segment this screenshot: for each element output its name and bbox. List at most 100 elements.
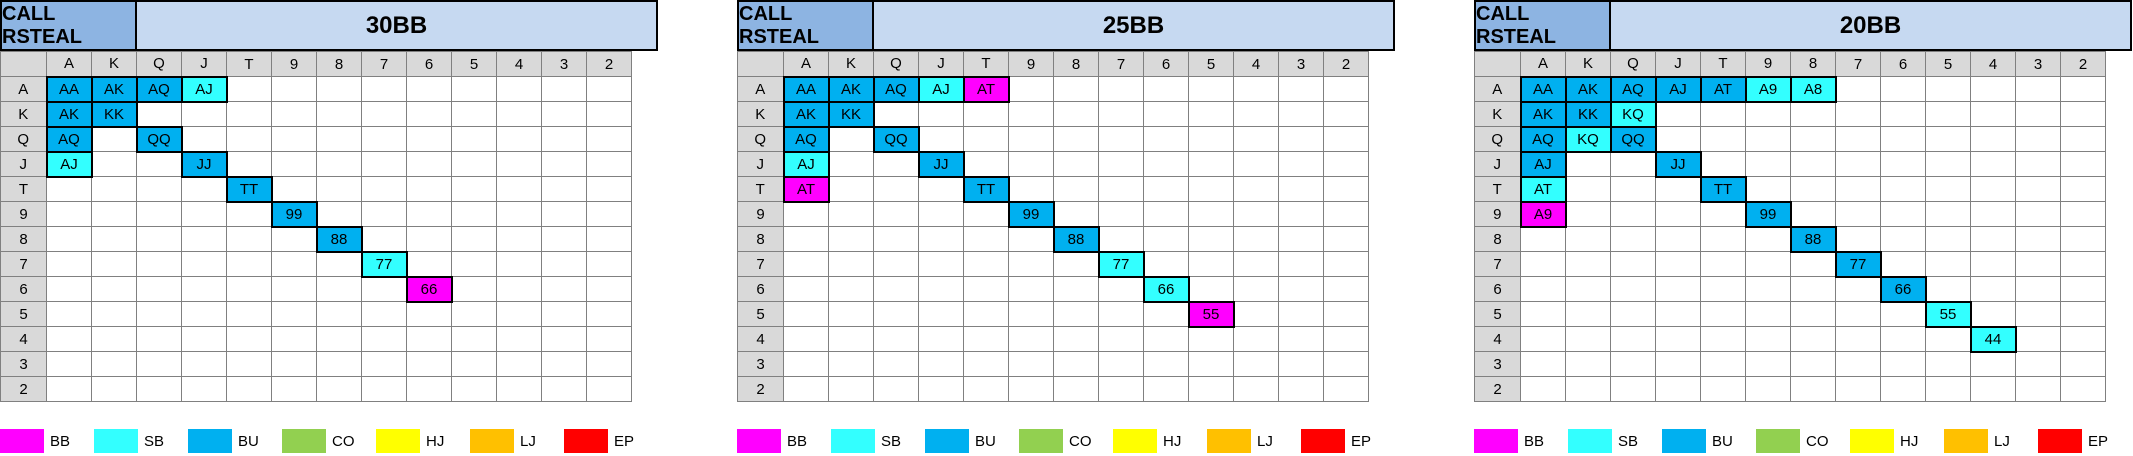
- empty-cell: [361, 151, 407, 177]
- empty-cell: [91, 276, 137, 302]
- empty-cell: [271, 301, 317, 327]
- empty-cell: [91, 251, 137, 277]
- empty-cell: [46, 276, 92, 302]
- empty-cell: [226, 301, 272, 327]
- empty-cell: [1700, 376, 1746, 402]
- empty-cell: [1565, 176, 1611, 202]
- empty-cell: [1053, 351, 1099, 377]
- hand-cell: KQ: [1609, 100, 1657, 128]
- empty-cell: [1880, 326, 1926, 352]
- empty-cell: [1520, 326, 1566, 352]
- empty-cell: [1655, 226, 1701, 252]
- empty-cell: [783, 251, 829, 277]
- hand-cell: AK: [1564, 75, 1612, 103]
- empty-cell: [1925, 351, 1971, 377]
- empty-cell: [316, 276, 362, 302]
- empty-cell: [1970, 251, 2016, 277]
- legend-swatch: [831, 429, 875, 453]
- empty-cell: [406, 251, 452, 277]
- legend-item-bb: BB: [737, 428, 807, 454]
- empty-cell: [586, 376, 632, 402]
- empty-cell: [91, 151, 137, 177]
- empty-cell: [496, 251, 542, 277]
- hand-cell: 66: [1879, 275, 1927, 303]
- empty-cell: [271, 326, 317, 352]
- empty-cell: [1188, 76, 1234, 102]
- row-header: 8: [1474, 226, 1521, 252]
- hand-cell: AQ: [135, 75, 183, 103]
- empty-cell: [586, 151, 632, 177]
- empty-cell: [1143, 326, 1189, 352]
- empty-cell: [2015, 126, 2061, 152]
- empty-cell: [1925, 101, 1971, 127]
- empty-cell: [918, 351, 964, 377]
- column-header: J: [181, 51, 227, 77]
- column-header: Q: [1610, 51, 1656, 77]
- empty-cell: [1098, 201, 1144, 227]
- empty-cell: [181, 276, 227, 302]
- legend-item-co: CO: [282, 428, 355, 454]
- empty-cell: [2060, 151, 2106, 177]
- empty-cell: [1700, 251, 1746, 277]
- empty-cell: [406, 301, 452, 327]
- legend-label: CO: [1806, 432, 1829, 450]
- empty-cell: [828, 251, 874, 277]
- empty-cell: [316, 326, 362, 352]
- row-header: 2: [737, 376, 784, 402]
- column-header: 9: [1745, 51, 1791, 77]
- empty-cell: [226, 276, 272, 302]
- empty-cell: [963, 126, 1009, 152]
- empty-cell: [873, 276, 919, 302]
- empty-cell: [496, 376, 542, 402]
- empty-cell: [2060, 101, 2106, 127]
- empty-cell: [1880, 201, 1926, 227]
- row-header: 7: [737, 251, 784, 277]
- empty-cell: [1790, 151, 1836, 177]
- empty-cell: [271, 176, 317, 202]
- legend-item-co: CO: [1756, 428, 1829, 454]
- empty-cell: [1188, 376, 1234, 402]
- empty-cell: [963, 201, 1009, 227]
- empty-cell: [361, 351, 407, 377]
- empty-cell: [1655, 301, 1701, 327]
- empty-cell: [1925, 126, 1971, 152]
- empty-cell: [1008, 351, 1054, 377]
- empty-cell: [1700, 101, 1746, 127]
- empty-cell: [1835, 301, 1881, 327]
- empty-cell: [1143, 251, 1189, 277]
- column-header: K: [91, 51, 137, 77]
- row-header: T: [737, 176, 784, 202]
- legend-swatch: [94, 429, 138, 453]
- empty-cell: [91, 126, 137, 152]
- empty-cell: [496, 76, 542, 102]
- empty-cell: [918, 301, 964, 327]
- empty-cell: [586, 351, 632, 377]
- empty-cell: [361, 376, 407, 402]
- empty-cell: [1008, 251, 1054, 277]
- empty-cell: [1745, 176, 1791, 202]
- hand-cell: AK: [782, 100, 830, 128]
- empty-cell: [1143, 176, 1189, 202]
- hand-cell: QQ: [872, 125, 920, 153]
- hand-cell: AA: [782, 75, 830, 103]
- empty-cell: [1790, 301, 1836, 327]
- empty-cell: [1520, 226, 1566, 252]
- empty-cell: [828, 301, 874, 327]
- empty-cell: [496, 226, 542, 252]
- empty-cell: [1835, 351, 1881, 377]
- range-panel-0: CALL RSTEAL 30BB A K Q J T 9 8 7 6 5 4 3 2 A AA AK AQ AJ K…: [0, 0, 658, 456]
- row-header: Q: [737, 126, 784, 152]
- empty-cell: [1745, 376, 1791, 402]
- empty-cell: [1790, 176, 1836, 202]
- empty-cell: [783, 276, 829, 302]
- empty-cell: [1880, 101, 1926, 127]
- empty-cell: [406, 376, 452, 402]
- empty-cell: [1053, 151, 1099, 177]
- hand-cell: KK: [1564, 100, 1612, 128]
- empty-cell: [1008, 176, 1054, 202]
- empty-cell: [1520, 251, 1566, 277]
- empty-cell: [361, 201, 407, 227]
- range-panel-1: CALL RSTEAL 25BB A K Q J T 9 8 7 6 5 4 3 2 A AA AK AQ AJ A…: [737, 0, 1395, 456]
- empty-cell: [1700, 351, 1746, 377]
- empty-cell: [963, 226, 1009, 252]
